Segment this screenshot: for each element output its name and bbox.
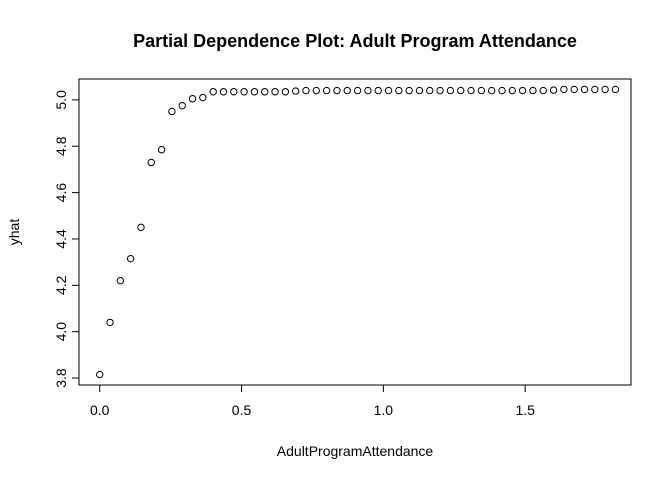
data-point xyxy=(250,88,259,96)
chart-title: Partial Dependence Plot: Adult Program A… xyxy=(133,31,577,51)
data-point xyxy=(591,85,599,94)
data-point xyxy=(353,86,362,95)
data-point xyxy=(477,86,486,95)
y-tick-label: 4.6 xyxy=(53,183,69,203)
data-point xyxy=(457,86,465,95)
data-point xyxy=(539,86,547,95)
data-point xyxy=(518,86,527,95)
data-point xyxy=(157,146,166,154)
data-point xyxy=(312,86,321,95)
data-point xyxy=(230,88,238,96)
y-axis-label: yhat xyxy=(6,219,22,246)
data-point xyxy=(178,101,186,110)
data-point xyxy=(116,276,125,285)
x-tick-label: 1.5 xyxy=(515,402,535,418)
data-point xyxy=(529,86,537,95)
data-point xyxy=(96,370,104,379)
x-axis-label: AdultProgramAttendance xyxy=(277,443,434,459)
y-tick-label: 5.0 xyxy=(53,90,69,110)
x-axis: 0.0 0.5 1.0 1.5 xyxy=(90,384,535,418)
data-point xyxy=(271,88,279,96)
data-point xyxy=(168,107,176,116)
data-point xyxy=(261,88,269,96)
data-point xyxy=(106,318,114,327)
data-point xyxy=(219,88,228,96)
y-tick-label: 4.8 xyxy=(53,136,69,156)
data-point xyxy=(126,254,135,263)
data-point xyxy=(188,95,197,103)
data-point xyxy=(364,86,372,95)
data-point xyxy=(498,86,506,95)
data-point xyxy=(291,87,300,95)
data-point xyxy=(436,86,444,95)
data-point xyxy=(333,86,341,95)
data-point xyxy=(343,86,351,95)
y-tick-label: 3.8 xyxy=(53,368,69,388)
data-point xyxy=(549,86,558,94)
data-point xyxy=(487,86,496,95)
data-point xyxy=(601,85,609,94)
data-point xyxy=(467,86,475,95)
data-point xyxy=(395,86,403,95)
data-point xyxy=(302,86,310,95)
data-point xyxy=(446,86,455,95)
data-point xyxy=(508,86,516,95)
data-point xyxy=(611,85,620,94)
y-tick-label: 4.0 xyxy=(53,322,69,342)
data-point xyxy=(209,88,217,96)
data-point xyxy=(240,88,248,96)
data-point xyxy=(570,85,578,94)
data-point xyxy=(560,85,568,94)
data-point xyxy=(426,86,434,95)
y-tick-label: 4.2 xyxy=(53,275,69,295)
x-tick-label: 0.0 xyxy=(90,402,110,418)
data-point xyxy=(415,86,424,95)
data-point xyxy=(405,86,413,95)
x-tick-label: 1.0 xyxy=(374,402,394,418)
data-point xyxy=(384,86,393,95)
plot-frame xyxy=(78,78,632,386)
y-tick-label: 4.4 xyxy=(53,229,69,249)
data-point xyxy=(322,86,331,95)
data-point xyxy=(580,85,589,94)
x-tick-label: 0.5 xyxy=(232,402,252,418)
data-point xyxy=(147,158,155,167)
data-point xyxy=(199,93,207,102)
y-axis: 3.8 4.0 4.2 4.4 4.6 4.8 5.0 xyxy=(53,90,80,388)
data-point xyxy=(281,88,290,96)
data-points xyxy=(96,85,620,379)
data-point xyxy=(374,86,382,95)
data-point xyxy=(137,223,145,232)
